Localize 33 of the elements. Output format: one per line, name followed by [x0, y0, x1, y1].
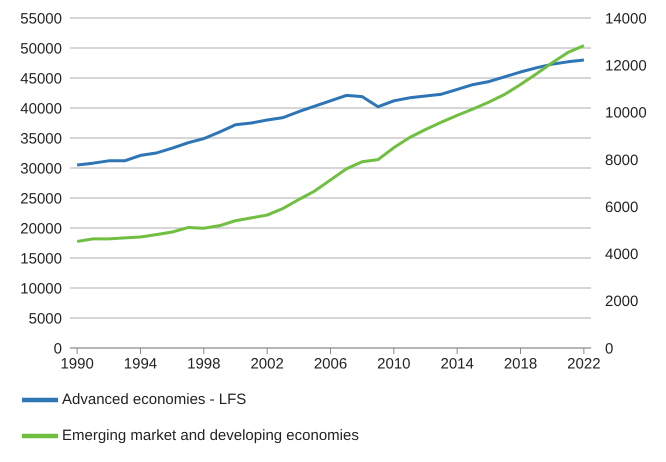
- y2-tick-label: 12000: [605, 57, 647, 74]
- x-tick-label: 2022: [567, 356, 601, 373]
- y-tick-label: 0: [54, 340, 62, 358]
- x-tick-label: 2002: [250, 356, 284, 373]
- y2-tick-label: 4000: [605, 246, 638, 264]
- y2-tick-label: 14000: [605, 10, 647, 28]
- x-tick-label: 1990: [60, 356, 94, 373]
- y-tick-label: 15000: [20, 250, 62, 268]
- x-tick-label: 2010: [377, 356, 411, 373]
- y2-tick-label: 2000: [605, 293, 638, 310]
- y-tick-label: 40000: [20, 100, 62, 118]
- y-tick-label: 5000: [28, 310, 62, 328]
- y2-tick-label: 6000: [605, 198, 638, 216]
- y-tick-label: 45000: [20, 70, 62, 88]
- y-tick-label: 10000: [20, 280, 62, 298]
- y-tick-label: 35000: [20, 130, 62, 148]
- y-tick-label: 25000: [20, 190, 62, 208]
- line-series: [76, 44, 586, 243]
- y-tick-label: 50000: [20, 40, 62, 58]
- x-tick-label: 1994: [124, 356, 158, 373]
- x-tick-label: 2014: [440, 356, 474, 373]
- y-tick-label: 20000: [20, 220, 62, 238]
- legend-label: Emerging market and developing economies: [62, 426, 359, 444]
- x-tick-label: 1998: [187, 356, 220, 373]
- y-tick-label: 55000: [20, 10, 62, 28]
- y2-tick-label: 8000: [605, 152, 638, 169]
- x-tick-label: 2006: [314, 356, 348, 373]
- legend-label: Advanced economies - LFS: [62, 390, 246, 408]
- x-tick-label: 2018: [504, 356, 538, 373]
- line-series: [76, 58, 586, 166]
- y-tick-label: 30000: [20, 160, 62, 178]
- y2-tick-label: 0: [605, 340, 614, 358]
- y2-tick-label: 10000: [605, 104, 647, 122]
